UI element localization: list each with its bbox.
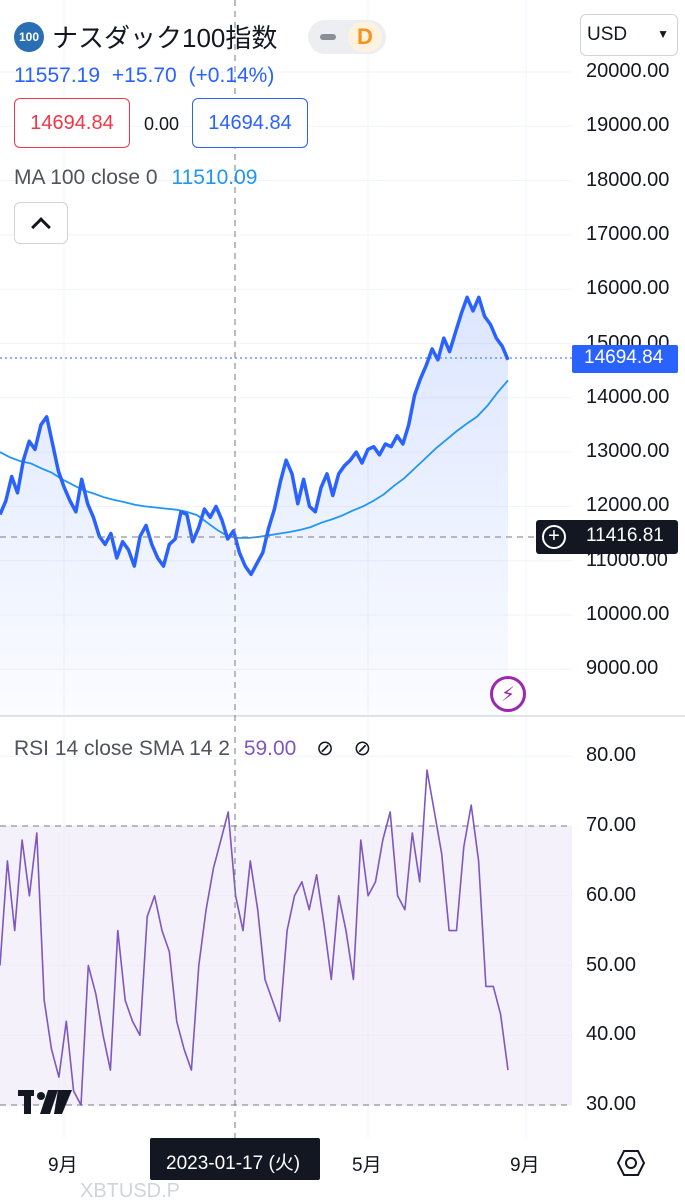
price-change-percent: (+0.14%)	[188, 64, 275, 87]
rsi-axis-label: 40.00	[586, 1023, 637, 1046]
price-line-series	[0, 295, 510, 577]
price-area-fill	[0, 297, 508, 716]
spread-value: 0.00	[144, 114, 180, 134]
price-axis-label: 16000.00	[586, 277, 670, 300]
currency-value: USD	[587, 24, 628, 45]
rsi-axis-label: 70.00	[586, 814, 637, 836]
lightning-icon[interactable]: ⚡	[490, 676, 526, 712]
buy-button[interactable]: 14694.84	[192, 98, 308, 148]
rsi-params: 14 close SMA 14 2	[54, 737, 230, 760]
price-axis-label: 13000.00	[586, 440, 670, 463]
ma-label: MA	[14, 166, 45, 189]
symbol-title[interactable]: ナスダック100指数	[52, 23, 278, 53]
tradingview-logo-icon[interactable]	[18, 1086, 72, 1116]
time-label-sep-1: 9月	[48, 1155, 78, 1176]
price-axis-label: 18000.00	[586, 168, 670, 191]
rsi-value: 59.00	[243, 737, 297, 760]
sell-button[interactable]: 14694.84	[14, 98, 130, 148]
status-badge: D	[348, 22, 382, 52]
crosshair-date-tag: 2023-01-17 (火)	[150, 1138, 320, 1180]
last-price: 11557.19	[14, 64, 101, 87]
ma-params: 100 close 0	[50, 166, 158, 189]
rsi-label: RSI	[14, 737, 50, 760]
price-axis-label: 17000.00	[586, 222, 670, 245]
symbol-watermark: XBTUSD.P	[80, 1180, 181, 1200]
hidden-eye-icon-2[interactable]: ⊘	[353, 737, 372, 760]
rsi-legend[interactable]: RSI 14 close SMA 14 2 59.00 ⊘ ⊘	[14, 736, 371, 761]
crosshair-price-tag: + 11416.81	[536, 520, 678, 554]
ma-value: 11510.09	[171, 166, 258, 189]
currency-select[interactable]: USD ▼	[580, 14, 678, 56]
rsi-band-fill	[0, 826, 572, 1105]
price-axis-label: 12000.00	[586, 494, 670, 517]
price-axis-label: 19000.00	[586, 114, 670, 137]
chevron-up-icon	[31, 216, 51, 237]
rsi-axis-label: 30.00	[586, 1093, 637, 1115]
collapse-legend-button[interactable]	[14, 202, 68, 244]
time-label-sep-2: 9月	[510, 1155, 540, 1176]
market-status-pill[interactable]: D	[308, 20, 386, 54]
rsi-axis-label: 50.00	[586, 953, 637, 976]
price-axis-label: 11000.00	[586, 548, 668, 571]
rsi-line-series	[0, 769, 509, 1106]
hidden-eye-icon[interactable]: ⊘	[316, 737, 334, 760]
price-change: +15.70	[111, 64, 177, 87]
ma-legend[interactable]: MA 100 close 0 11510.09	[14, 166, 257, 190]
plus-icon[interactable]: +	[542, 525, 566, 549]
crosshair-price-value: 11416.81	[586, 525, 664, 546]
price-axis-label: 10000.00	[586, 603, 670, 625]
time-label-may: 5月	[352, 1155, 382, 1176]
price-axis-label: 9000.00	[586, 657, 659, 680]
price-axis-label: 14000.00	[586, 385, 670, 408]
price-summary: 11557.19 +15.70 (+0.14%)	[14, 64, 280, 88]
minus-icon	[320, 34, 336, 40]
current-price-tag: 14694.84	[572, 345, 678, 373]
price-axis-label: 20000.00	[586, 60, 670, 82]
symbol-logo-icon: 100	[14, 22, 44, 52]
rsi-axis-label: 60.00	[586, 883, 637, 906]
chevron-down-icon: ▼	[657, 27, 669, 41]
rsi-axis-label: 80.00	[586, 744, 637, 767]
settings-icon[interactable]	[616, 1148, 646, 1178]
